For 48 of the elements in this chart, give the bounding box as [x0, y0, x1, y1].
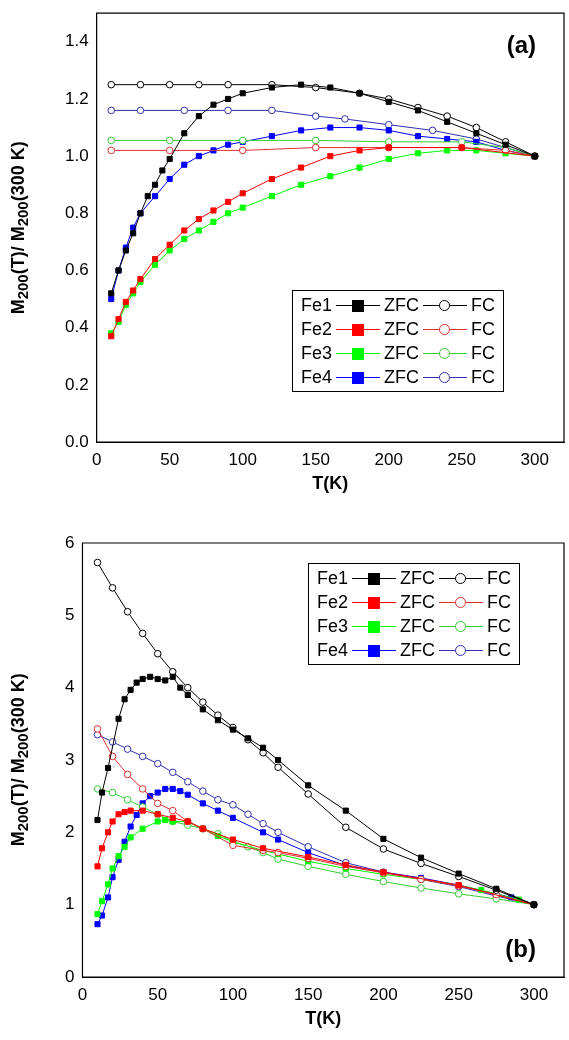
text: Fe4 ZFC — [300, 366, 419, 387]
x-tick-label: 100 — [228, 449, 257, 469]
x-axis-title: T(K) — [312, 473, 349, 494]
y-tick-label: 1.0 — [64, 145, 89, 165]
y-tick-label: 1.4 — [64, 31, 89, 51]
x-tick-label: 250 — [444, 984, 473, 1004]
x-tick-label: 250 — [447, 449, 476, 469]
y-tick-label: 6 — [64, 532, 75, 552]
y-tick-label: 0.2 — [64, 374, 89, 394]
x-tick-label: 150 — [301, 449, 330, 469]
text: Fe1 ZFC — [300, 294, 419, 315]
x-axis-title: T(K) — [305, 1008, 342, 1029]
x-tick-label: 0 — [91, 449, 102, 469]
y-tick-label: 4 — [64, 677, 75, 697]
legend-label: FC — [486, 616, 511, 636]
y-tick-label: 1 — [64, 894, 75, 914]
y-tick-label: 0 — [64, 966, 75, 986]
text: Fe1 ZFC — [316, 568, 435, 588]
x-tick-label: 200 — [374, 449, 403, 469]
y-tick-label: 3 — [64, 749, 75, 769]
legend-label: FC — [470, 294, 495, 315]
y-tick-label: 0.4 — [64, 317, 89, 337]
legend-label: FC — [470, 318, 495, 339]
text: Fe4 ZFC — [316, 640, 435, 660]
text: Fe3 ZFC — [300, 342, 419, 363]
y-tick-label: 1.2 — [64, 88, 89, 108]
x-tick-label: 50 — [148, 984, 168, 1004]
legend-label: FC — [470, 366, 495, 387]
y-tick-label: 0.0 — [64, 431, 89, 451]
x-tick-label: 150 — [293, 984, 323, 1004]
annotation: (a) — [506, 31, 536, 60]
text: Fe3 ZFC — [316, 616, 435, 636]
legend-label: FC — [470, 342, 495, 363]
x-tick-label: 300 — [519, 984, 549, 1004]
x-tick-label: 50 — [160, 449, 180, 469]
y-tick-label: 0.8 — [64, 202, 89, 222]
x-tick-label: 200 — [369, 984, 398, 1004]
legend-label: FC — [486, 592, 511, 612]
text: Fe2 ZFC — [300, 318, 419, 339]
y-tick-label: 2 — [64, 822, 75, 842]
text: Fe2 ZFC — [316, 592, 435, 612]
y-tick-label: 5 — [64, 605, 75, 625]
y-tick-label: 0.6 — [64, 260, 89, 280]
legend-label: FC — [486, 640, 511, 660]
x-tick-label: 100 — [218, 984, 248, 1004]
annotation: (b) — [505, 935, 536, 963]
x-tick-label: 300 — [520, 449, 549, 469]
legend-label: FC — [486, 568, 511, 588]
